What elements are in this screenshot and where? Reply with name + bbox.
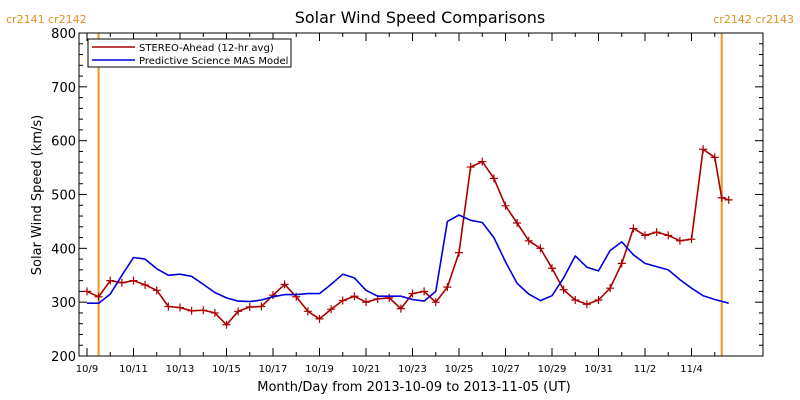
y-tick-label: 700 <box>51 81 76 96</box>
series-point-0 <box>478 157 487 166</box>
series-point-0 <box>594 296 603 305</box>
rotation-marker-right-label: cr2142 cr2143 <box>713 13 794 26</box>
series-point-0 <box>106 276 115 285</box>
series-point-0 <box>164 302 173 311</box>
x-tick-label: 10/11 <box>119 364 148 375</box>
series-point-0 <box>152 286 161 295</box>
legend: STEREO-Ahead (12-hr avg) Predictive Scie… <box>87 38 292 68</box>
x-tick-label: 10/27 <box>491 364 520 375</box>
chart-title: Solar Wind Speed Comparisons <box>295 8 546 27</box>
series-point-0 <box>617 259 626 268</box>
legend-label-model: Predictive Science MAS Model <box>139 56 288 67</box>
plot-area: 200 300 400 500 600 700 800 10/9 10/11 10/13 10/15… <box>51 27 763 375</box>
y-tick-label: 200 <box>51 350 76 365</box>
y-tick-label: 500 <box>51 189 76 204</box>
series-line-1 <box>87 214 729 305</box>
series-point-0 <box>338 296 347 305</box>
series-point-0 <box>94 292 103 301</box>
x-tick-label: 10/29 <box>538 364 567 375</box>
series-point-0 <box>443 283 452 292</box>
series-point-0 <box>315 314 324 323</box>
series-point-0 <box>117 278 126 287</box>
series-point-0 <box>675 236 684 245</box>
x-axis-label: Month/Day from 2013-10-09 to 2013-11-05 … <box>257 380 570 395</box>
series-point-0 <box>664 231 673 240</box>
x-tick-label: 10/21 <box>352 364 381 375</box>
series-point-0 <box>199 306 208 315</box>
series-point-0 <box>717 193 726 202</box>
y-tick-label: 600 <box>51 135 76 150</box>
x-tick-label: 10/13 <box>166 364 195 375</box>
series-point-0 <box>362 298 370 307</box>
series-point-0 <box>431 298 440 307</box>
series-point-0 <box>513 219 522 228</box>
series-point-0 <box>724 195 733 204</box>
x-tick-label: 10/15 <box>212 364 241 375</box>
series-point-0 <box>234 307 243 316</box>
y-tick-label: 400 <box>51 242 76 257</box>
series-point-0 <box>571 296 580 305</box>
series-point-0 <box>687 235 696 244</box>
x-tick-label: 10/17 <box>259 364 288 375</box>
series-point-0 <box>582 300 591 309</box>
series-point-0 <box>489 174 498 183</box>
x-tick-label: 10/25 <box>445 364 474 375</box>
series-point-0 <box>327 305 336 314</box>
x-tick-label: 11/4 <box>680 364 702 375</box>
legend-label-stereo: STEREO-Ahead (12-hr avg) <box>139 43 274 54</box>
series-point-0 <box>629 224 638 233</box>
x-tick-label: 10/23 <box>398 364 427 375</box>
y-axis-label: Solar Wind Speed (km/s) <box>30 115 45 275</box>
series-point-0 <box>129 276 138 285</box>
series-point-0 <box>699 145 708 154</box>
series-point-0 <box>245 303 254 312</box>
series-point-0 <box>710 153 719 162</box>
series-point-0 <box>222 320 231 329</box>
x-tick-label: 10/19 <box>305 364 334 375</box>
series-point-0 <box>303 307 312 316</box>
x-tick-label: 11/2 <box>634 364 656 375</box>
series-point-0 <box>280 280 289 289</box>
series-point-0 <box>420 287 429 296</box>
series-point-0 <box>176 303 184 312</box>
series-point-0 <box>652 228 661 237</box>
series-point-0 <box>559 285 568 294</box>
rotation-marker-left-label: cr2141 cr2142 <box>6 13 87 26</box>
y-tick-label: 800 <box>51 27 76 42</box>
x-tick-label: 10/9 <box>76 364 98 375</box>
series-point-0 <box>524 236 533 245</box>
series-point-0 <box>606 284 615 293</box>
series-point-0 <box>548 264 556 273</box>
x-tick-label: 10/31 <box>584 364 613 375</box>
series-point-0 <box>536 244 545 253</box>
legend-box <box>87 38 292 68</box>
series-point-0 <box>466 163 475 172</box>
series-point-0 <box>141 280 150 289</box>
series-point-0 <box>257 302 266 311</box>
series-point-0 <box>455 248 463 257</box>
series-point-0 <box>269 291 277 300</box>
series-point-0 <box>396 304 405 313</box>
plot-frame <box>78 32 764 357</box>
series-point-0 <box>83 287 91 296</box>
y-tick-label: 300 <box>51 296 76 311</box>
series-point-0 <box>501 201 510 210</box>
series-point-0 <box>210 308 219 317</box>
series-point-0 <box>385 293 394 302</box>
series-point-0 <box>350 292 359 301</box>
series-point-0 <box>408 289 417 298</box>
series-point-0 <box>641 231 649 240</box>
series-point-0 <box>187 306 196 315</box>
